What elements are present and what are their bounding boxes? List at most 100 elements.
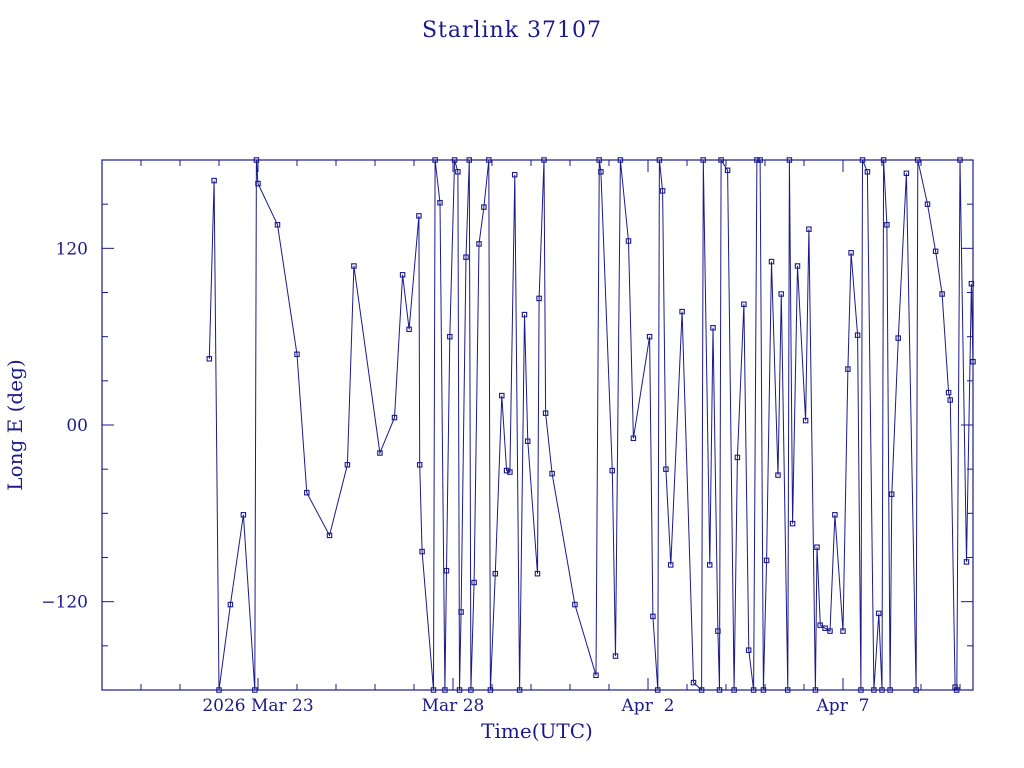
data-point [507, 469, 513, 475]
data-point [888, 491, 895, 497]
data-point [416, 213, 422, 219]
data-point [294, 351, 300, 358]
data-point [344, 462, 351, 468]
data-point [511, 171, 518, 178]
data-point [419, 548, 425, 555]
data-point [778, 291, 784, 297]
data-point [326, 532, 333, 539]
data-point [845, 366, 851, 372]
data-point [549, 470, 555, 477]
tick-labels: 2026 Mar 23 Mar 28 Apr 2 Apr 7 120 00 −120 [41, 239, 869, 716]
plot-frame [101, 159, 974, 691]
data-point [471, 579, 477, 586]
data-point [499, 392, 505, 399]
data-point [625, 238, 632, 244]
data-point [406, 326, 412, 333]
data-point [864, 169, 871, 175]
data-point [447, 333, 453, 340]
data-point [391, 414, 398, 421]
data-point [206, 356, 213, 362]
data-point [609, 467, 615, 474]
data-point [458, 609, 464, 615]
y-tick-label: 00 [66, 416, 88, 436]
data-point [572, 601, 578, 608]
data-point [598, 169, 604, 175]
data-point [211, 177, 217, 184]
data-point [399, 272, 406, 278]
chart-title: Starlink 37107 [422, 18, 602, 43]
data-point [895, 335, 901, 341]
plot-area [206, 157, 976, 693]
y-tick-label: 120 [56, 239, 88, 259]
x-tick-label: Apr 2 [621, 696, 675, 716]
data-point [416, 462, 423, 468]
data-point [802, 417, 809, 424]
y-tick-label: −120 [41, 593, 88, 613]
data-point [492, 570, 499, 577]
data-point [463, 254, 469, 260]
data-point [304, 489, 310, 496]
data-point [593, 672, 599, 679]
data-point [521, 311, 528, 318]
data-point [679, 308, 685, 315]
data-point [481, 204, 487, 210]
data-point [690, 679, 697, 686]
data-point [455, 169, 461, 175]
data-point [939, 291, 945, 297]
data-point [875, 610, 882, 617]
data-point [924, 201, 931, 207]
data-point [646, 333, 653, 340]
data-point [814, 544, 820, 550]
x-tick-label: Mar 28 [422, 696, 485, 716]
data-point [255, 180, 261, 187]
data-point [775, 472, 781, 478]
data-point [503, 467, 510, 474]
data-point [854, 332, 861, 338]
data-point [963, 559, 970, 565]
data-point [806, 226, 812, 232]
data-point [817, 622, 823, 628]
x-tick-label: 2026 Mar 23 [202, 696, 313, 716]
data-point [952, 684, 958, 690]
data-point [650, 613, 656, 620]
data-point [903, 170, 910, 177]
data-point [630, 435, 637, 442]
data-point [706, 562, 713, 568]
data-point [715, 628, 721, 634]
data-point [947, 397, 953, 403]
data-point [443, 567, 450, 574]
data-point [274, 222, 281, 228]
data-point [763, 557, 770, 564]
data-point [832, 512, 838, 518]
data-point [745, 647, 752, 653]
data-point [945, 389, 952, 396]
data-point [534, 570, 541, 577]
data-point [536, 295, 542, 302]
data-point [848, 250, 854, 256]
data-point [710, 325, 716, 331]
data-point [524, 438, 531, 444]
data-point [542, 410, 549, 416]
data-point [437, 199, 443, 206]
data-point [789, 520, 796, 527]
data-point [734, 454, 741, 461]
data-point [932, 248, 939, 255]
series-line [208, 158, 974, 692]
data-point [659, 188, 666, 194]
data-point [377, 450, 383, 456]
data-point [227, 601, 234, 608]
data-point [827, 628, 833, 634]
data-point [724, 167, 731, 174]
data-point [741, 301, 747, 308]
data-point [794, 263, 801, 269]
data-point [240, 512, 247, 518]
x-axis-label: Time(UTC) [481, 719, 593, 743]
data-point [663, 466, 669, 472]
data-point [884, 222, 890, 228]
x-tick-label: Apr 7 [816, 696, 870, 716]
tick-marks [101, 159, 973, 691]
data-point [840, 628, 846, 634]
data-point [667, 562, 674, 568]
data-point [968, 280, 975, 287]
